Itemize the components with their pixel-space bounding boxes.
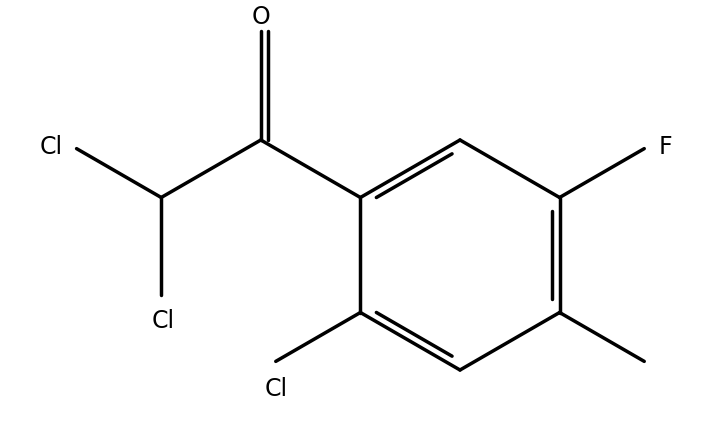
- Text: Cl: Cl: [151, 309, 175, 333]
- Text: O: O: [251, 5, 270, 29]
- Text: Cl: Cl: [264, 377, 287, 401]
- Text: Cl: Cl: [39, 135, 63, 159]
- Text: F: F: [658, 135, 672, 159]
